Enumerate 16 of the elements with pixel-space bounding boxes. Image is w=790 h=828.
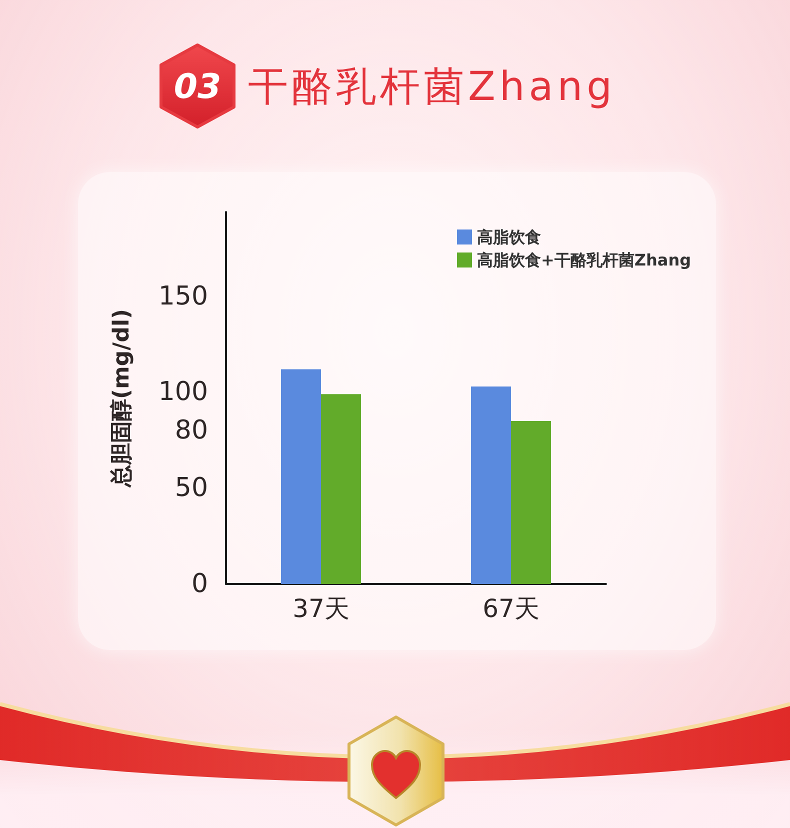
text: 03 xyxy=(172,66,222,108)
x-tick-label: 67天 xyxy=(482,594,540,623)
bar xyxy=(321,394,361,584)
y-tick-label: 0 xyxy=(191,569,208,599)
y-tick-label: 100 xyxy=(158,377,208,408)
legend-label: 高脂饮食 xyxy=(477,228,541,246)
bar xyxy=(511,421,551,584)
y-axis-title: 总胆固醇(mg/dl) xyxy=(110,308,134,488)
legend-label: 高脂饮食+干酪乳杆菌Zhang xyxy=(477,250,692,270)
bar xyxy=(281,369,321,584)
y-tick-label: 150 xyxy=(158,281,208,312)
x-tick-label: 37天 xyxy=(292,594,350,623)
y-tick-label: 80 xyxy=(174,416,208,446)
y-tick-label: 50 xyxy=(174,473,208,504)
chart-title: 干酪乳杆菌Zhang xyxy=(248,63,616,112)
bar xyxy=(471,386,511,584)
